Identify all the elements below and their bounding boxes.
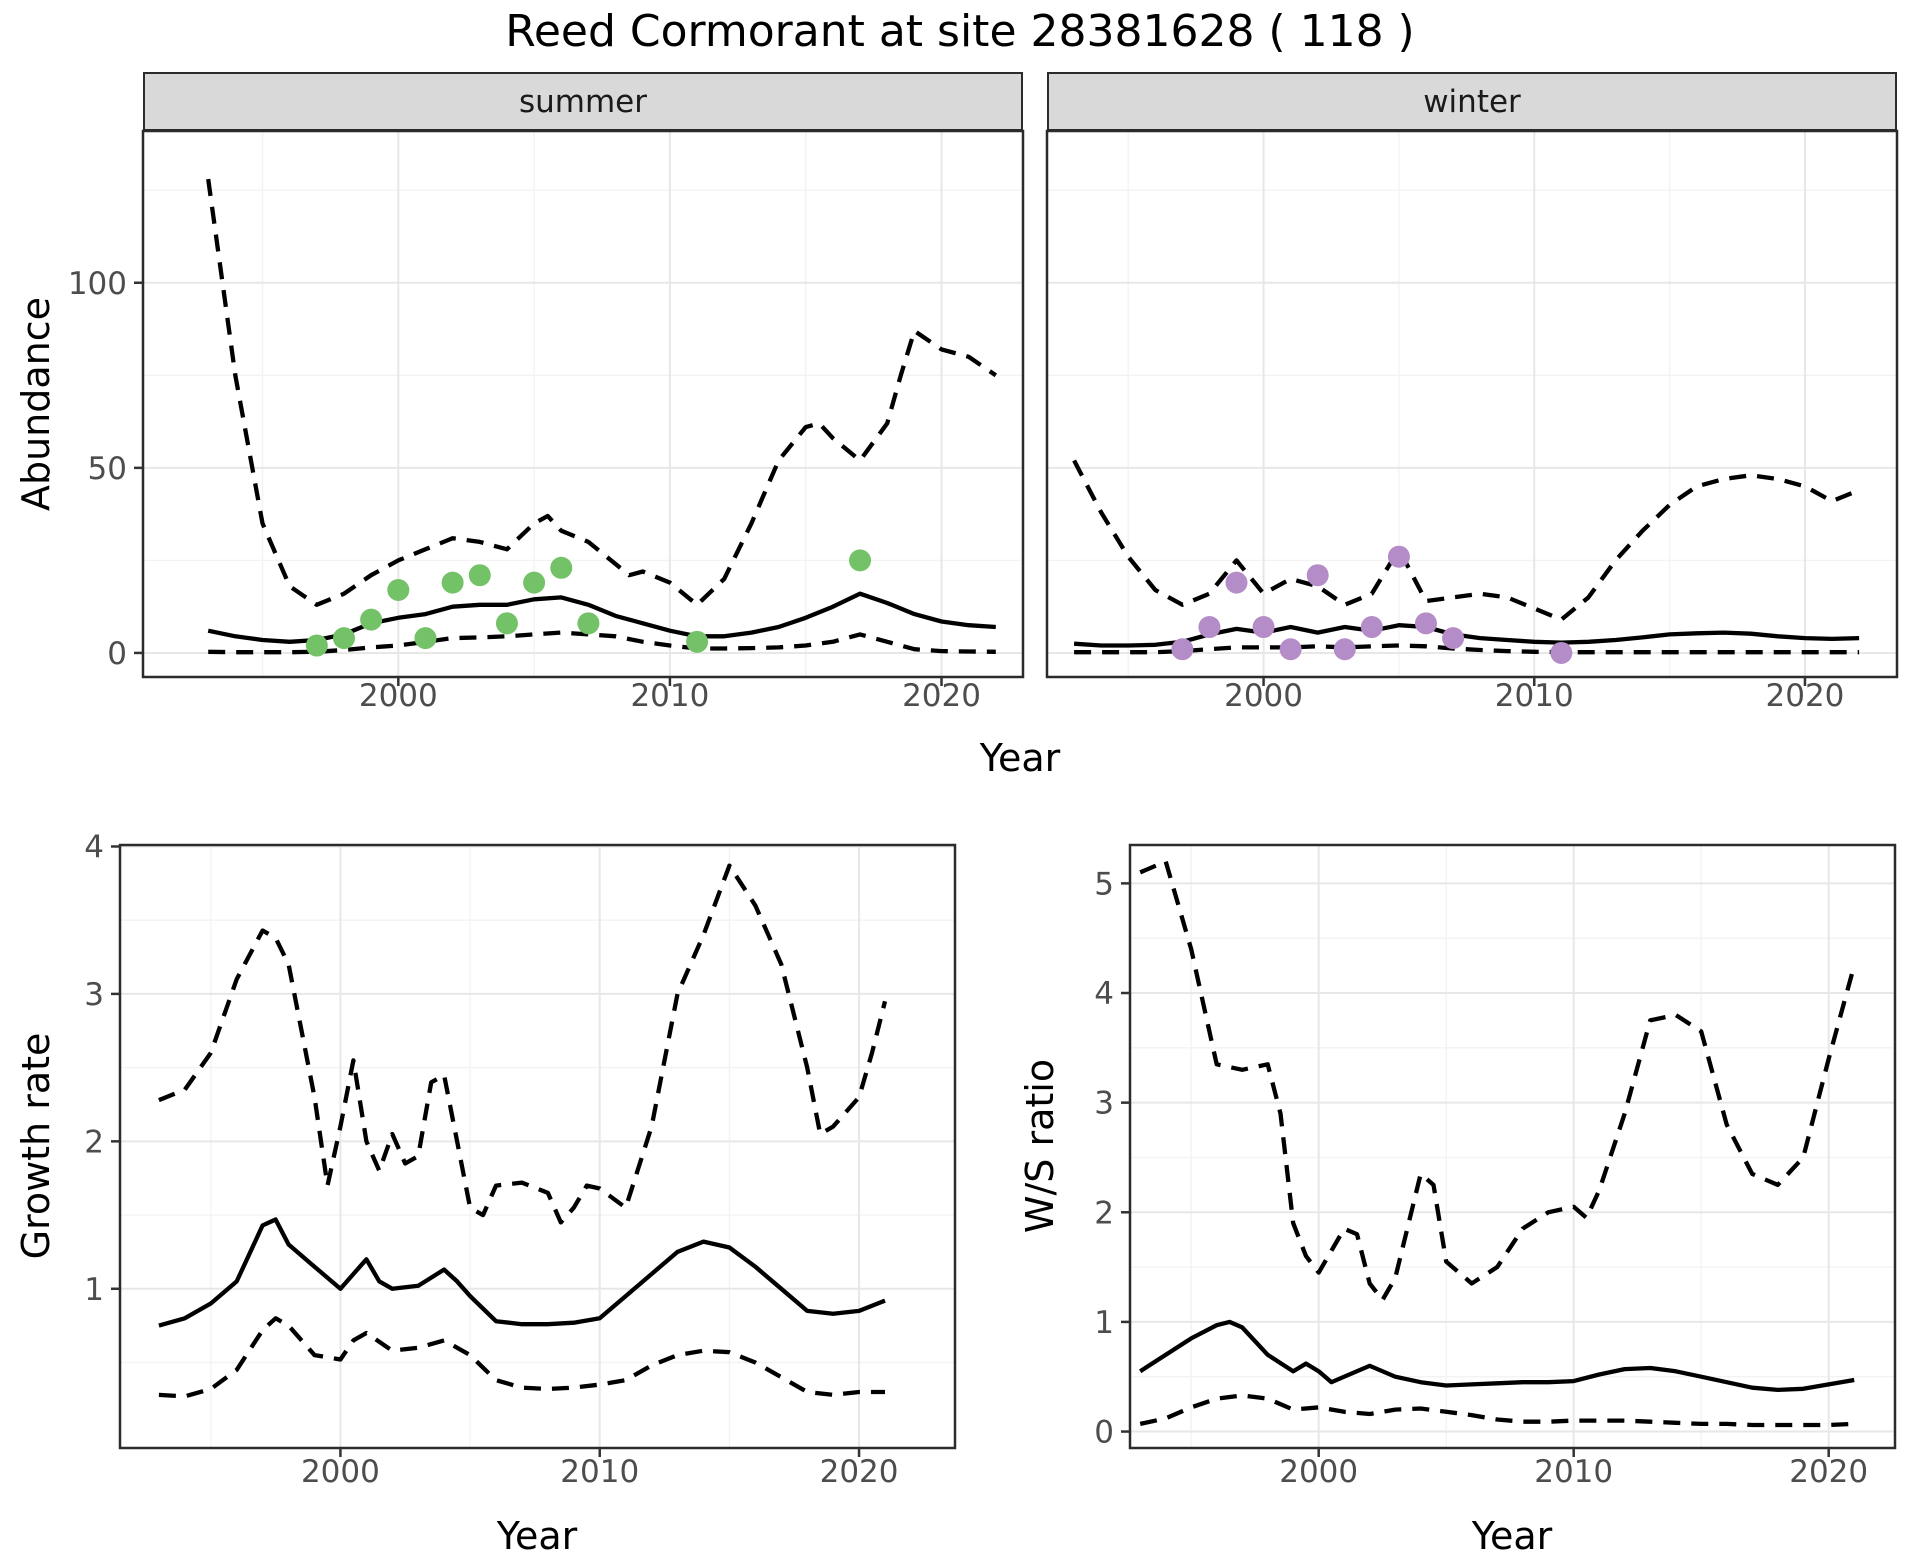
- abundance_summer-observed-point: [849, 549, 872, 572]
- ws_ratio-plot-area: [1130, 845, 1895, 1448]
- growth_rate-y-tick-label: 3: [84, 977, 104, 1013]
- abundance_summer-observed-point: [577, 612, 600, 635]
- abundance_winter-observed-point: [1279, 638, 1302, 661]
- growth_rate-y-tick-label: 2: [84, 1124, 104, 1160]
- growth_rate-plot-area: [120, 845, 955, 1448]
- abundance_summer-observed-point: [686, 630, 709, 653]
- growth_rate-lower_ci-line: [158, 1316, 885, 1399]
- growth_rate-panel-border: [118, 843, 957, 1450]
- growth-rate-axis-title: Growth rate: [14, 1032, 58, 1260]
- abundance_winter-observed-point: [1360, 616, 1383, 639]
- ws_ratio-y-tick-label: 5: [1094, 866, 1114, 902]
- growth_rate-y-tick-label: 4: [84, 829, 104, 865]
- abundance_summer-y-tick-label: 0: [107, 636, 127, 672]
- facet-strip-summer: summer: [143, 72, 1023, 132]
- abundance_summer-observed-point: [441, 571, 464, 594]
- figure-title: Reed Cormorant at site 28381628 ( 118 ): [505, 6, 1415, 57]
- abundance_winter-lower_ci-line: [1074, 643, 1860, 655]
- abundance_winter-observed-point: [1550, 641, 1573, 664]
- abundance_summer-observed-point: [360, 608, 383, 631]
- ws_ratio-panel-border: [1128, 843, 1897, 1450]
- ws_ratio-x-tick-label: 2020: [1789, 1454, 1868, 1490]
- abundance_summer-observed-point: [305, 634, 328, 657]
- abundance_winter-x-tick-label: 2010: [1495, 678, 1574, 714]
- abundance_winter-panel-border: [1045, 129, 1899, 679]
- growth_rate-y-tick-label: 1: [84, 1272, 104, 1308]
- growth_rate-upper_ci-line: [158, 863, 888, 1225]
- abundance_summer-observed-point: [523, 571, 546, 594]
- ws_ratio-upper_ci-line: [1139, 859, 1857, 1303]
- abundance_summer-observed-point: [414, 627, 437, 650]
- abundance_winter-observed-point: [1442, 627, 1465, 650]
- abundance_winter-observed-point: [1225, 571, 1248, 594]
- abundance_winter-plot-area: [1047, 131, 1897, 677]
- growth-year-axis-title: Year: [496, 1514, 578, 1558]
- ws_ratio-x-tick-label: 2000: [1279, 1454, 1358, 1490]
- facet-strip-summer-label: summer: [518, 83, 647, 120]
- ws-year-axis-title: Year: [1471, 1514, 1553, 1558]
- abundance_summer-lower_ci-line: [208, 630, 996, 655]
- abundance_winter-x-tick-label: 2020: [1766, 678, 1845, 714]
- abundance_winter-observed-point: [1414, 612, 1437, 635]
- abundance_winter-observed-point: [1333, 638, 1356, 661]
- abundance_winter-observed-point: [1306, 564, 1329, 587]
- facet-strip-winter: winter: [1047, 72, 1897, 132]
- abundance_summer-plot-area: [143, 131, 1023, 677]
- abundance_summer-y-tick-label: 50: [88, 451, 127, 487]
- abundance_summer-x-tick-label: 2010: [630, 678, 709, 714]
- ws_ratio-median-line: [1139, 1319, 1855, 1393]
- ws-ratio-axis-title: W/S ratio: [1018, 1058, 1062, 1234]
- abundance_winter-observed-point: [1198, 616, 1221, 639]
- abundance_winter-upper_ci-line: [1072, 459, 1860, 622]
- ws_ratio-y-tick-label: 0: [1094, 1415, 1114, 1451]
- abundance_summer-y-tick-label: 100: [68, 266, 127, 302]
- ws_ratio-y-tick-label: 4: [1094, 976, 1114, 1012]
- ws_ratio-lower_ci-line: [1139, 1393, 1855, 1428]
- abundance_summer-observed-point: [495, 612, 518, 635]
- abundance_summer-observed-point: [468, 564, 491, 587]
- growth_rate-x-tick-label: 2010: [560, 1454, 639, 1490]
- ws_ratio-x-tick-label: 2010: [1534, 1454, 1613, 1490]
- top-year-axis-title: Year: [979, 736, 1061, 780]
- ws_ratio-y-tick-label: 1: [1094, 1305, 1114, 1341]
- growth_rate-median-line: [158, 1217, 886, 1328]
- abundance_summer-x-tick-label: 2020: [902, 678, 981, 714]
- abundance_winter-observed-point: [1171, 638, 1194, 661]
- abundance_winter-x-tick-label: 2000: [1224, 678, 1303, 714]
- abundance-axis-title: Abundance: [14, 296, 58, 512]
- ws_ratio-y-tick-label: 3: [1094, 1086, 1114, 1122]
- growth_rate-x-tick-label: 2020: [820, 1454, 899, 1490]
- ws_ratio-y-tick-label: 2: [1094, 1195, 1114, 1231]
- abundance_summer-observed-point: [332, 627, 355, 650]
- facet-strip-winter-label: winter: [1423, 83, 1521, 120]
- abundance_summer-observed-point: [550, 556, 573, 579]
- abundance_winter-observed-point: [1252, 616, 1275, 639]
- abundance_summer-panel-border: [141, 129, 1025, 679]
- abundance_summer-observed-point: [387, 579, 410, 602]
- growth_rate-x-tick-label: 2000: [301, 1454, 380, 1490]
- abundance_summer-x-tick-label: 2000: [359, 678, 438, 714]
- abundance_winter-observed-point: [1387, 545, 1410, 568]
